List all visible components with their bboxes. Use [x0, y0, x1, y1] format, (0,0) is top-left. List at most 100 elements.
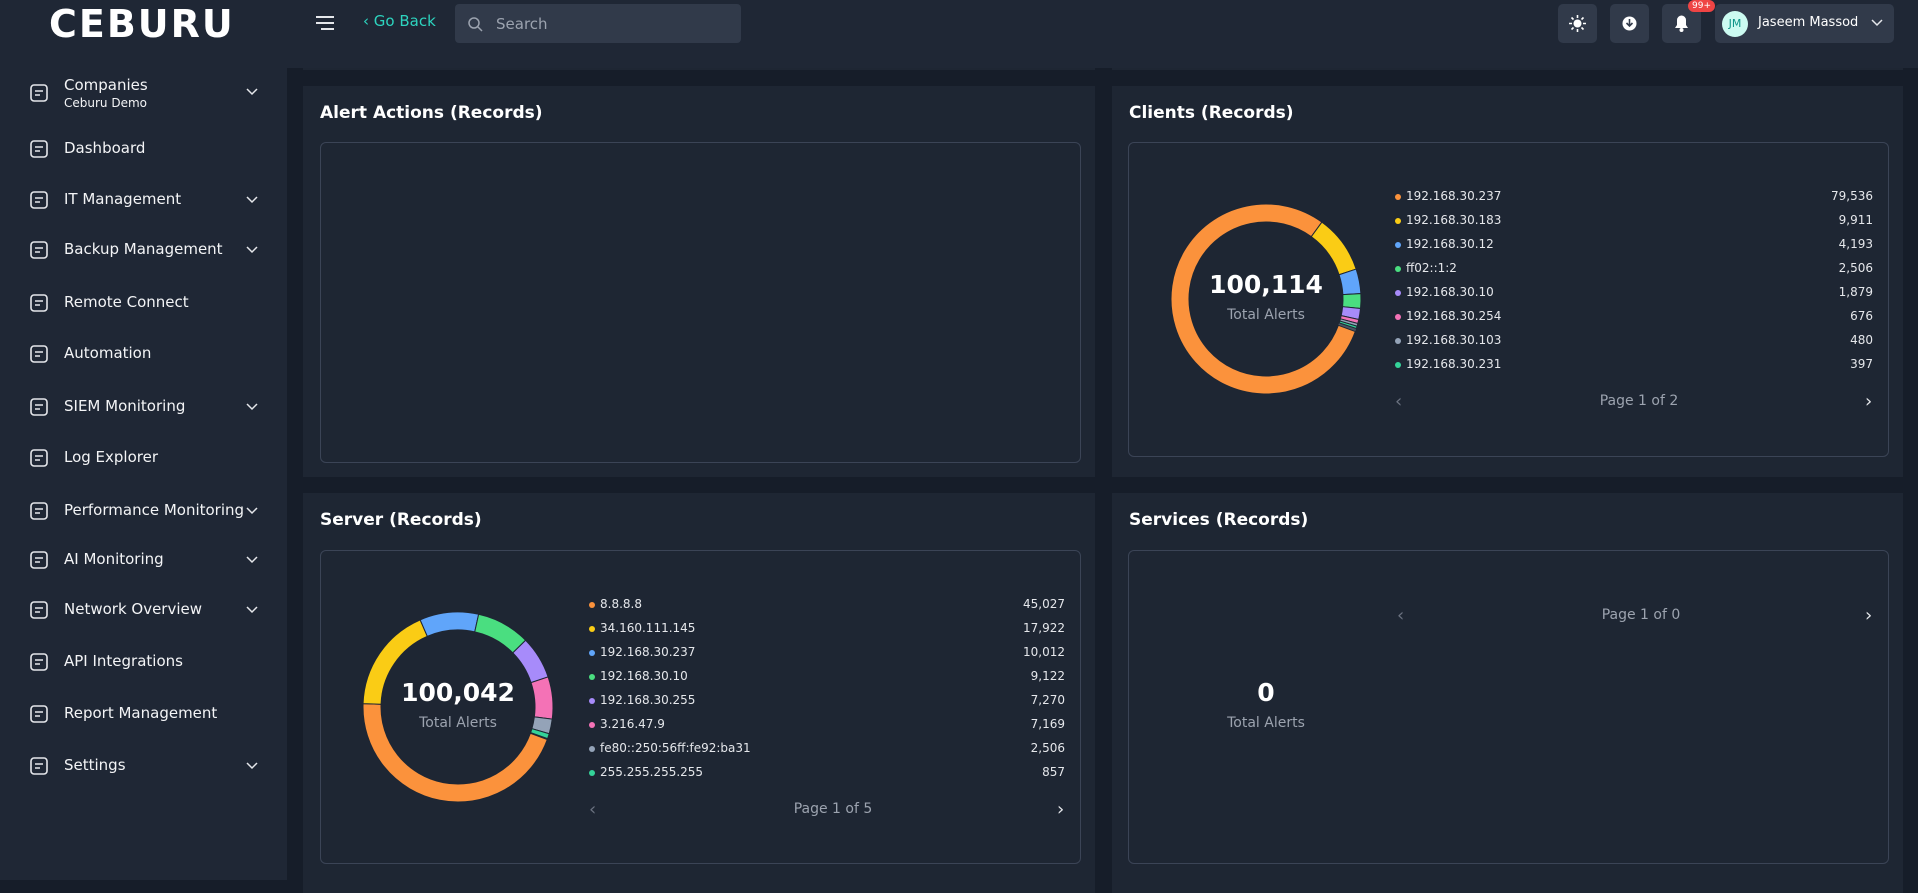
theme-toggle[interactable]	[1558, 4, 1597, 43]
nav-item[interactable]: Performance Monitoring	[0, 497, 287, 525]
legend-value: 9,911	[1838, 213, 1873, 227]
nav-icon	[30, 140, 48, 158]
legend-value: 2,506	[1030, 741, 1065, 755]
legend-dot	[589, 722, 595, 728]
pager-status: Page 1 of 0	[1601, 607, 1681, 623]
donut-segment	[1342, 293, 1362, 310]
nav-chevron	[246, 196, 258, 204]
nav-item[interactable]: IT Management	[0, 186, 287, 214]
donut-chart: 0 Total Alerts	[1226, 678, 1305, 731]
nav-label: Performance Monitoring	[64, 501, 245, 519]
panel-title: Clients (Records)	[1129, 103, 1294, 123]
nav-item[interactable]: API Integrations	[0, 648, 287, 676]
nav-item[interactable]: Network Overview	[0, 596, 287, 624]
legend-value: 7,270	[1030, 693, 1065, 707]
legend-label: 34.160.111.145	[600, 621, 696, 635]
total-caption: Total Alerts	[1226, 715, 1305, 731]
panel-edge	[303, 68, 1095, 70]
legend-dot	[589, 698, 595, 704]
total-value: 100,114	[1209, 270, 1323, 299]
legend-value: 10,012	[1023, 645, 1065, 659]
pager-prev[interactable]: ‹	[589, 799, 597, 820]
legend-value: 45,027	[1023, 597, 1065, 611]
nav-icon	[30, 551, 48, 569]
pager-next[interactable]: ›	[1865, 605, 1873, 626]
legend-value: 676	[1850, 309, 1873, 323]
nav-icon	[30, 653, 48, 671]
nav-label: Report Management	[64, 704, 218, 722]
nav-icon	[30, 84, 48, 102]
legend-dot	[1395, 266, 1401, 272]
nav-chevron	[246, 403, 258, 411]
top-bar: CEBURU ‹ Go Back Search 99+ JM Jaseem Ma…	[0, 0, 1918, 68]
legend-dot	[1395, 218, 1401, 224]
total-value: 0	[1257, 678, 1274, 707]
nav-item[interactable]: Settings	[0, 752, 287, 780]
nav-item[interactable]: Automation	[0, 340, 287, 368]
legend-dot	[1395, 290, 1401, 296]
nav-label: API Integrations	[64, 652, 183, 670]
donut-segment	[529, 728, 550, 740]
nav-item[interactable]: Companies Ceburu Demo	[0, 72, 287, 116]
nav-item[interactable]: Backup Management	[0, 236, 287, 264]
user-avatar: JM	[1722, 11, 1748, 37]
nav-chevron	[246, 762, 258, 770]
nav-label: Remote Connect	[64, 293, 189, 311]
nav-chevron	[246, 606, 258, 614]
nav-item[interactable]: Report Management	[0, 700, 287, 728]
menu-toggle[interactable]	[314, 12, 336, 34]
nav-label: Log Explorer	[64, 448, 159, 466]
pager-next[interactable]: ›	[1865, 391, 1873, 412]
nav-icon	[30, 345, 48, 363]
legend-value: 2,506	[1838, 261, 1873, 275]
nav-item[interactable]: SIEM Monitoring	[0, 393, 287, 421]
user-menu[interactable]: JM Jaseem Massod	[1715, 4, 1894, 43]
go-back-label[interactable]: Go Back	[373, 12, 436, 30]
go-back[interactable]: ‹ Go Back	[363, 12, 436, 30]
panel-body: 100,042 Total Alerts 8.8.8.8 45,027 34.160.1…	[320, 550, 1081, 864]
pager-status: Page 1 of 2	[1599, 393, 1679, 409]
download-button[interactable]	[1610, 4, 1649, 43]
legend-label: 192.168.30.255	[600, 693, 696, 707]
search-placeholder: Search	[496, 15, 548, 33]
legend-label: 192.168.30.231	[1406, 357, 1502, 371]
nav-sublabel: Ceburu Demo	[64, 96, 147, 110]
pager-next[interactable]: ›	[1057, 799, 1065, 820]
legend-dot	[1395, 242, 1401, 248]
pager-prev[interactable]: ‹	[1397, 605, 1405, 626]
nav-item[interactable]: Remote Connect	[0, 289, 287, 317]
nav-icon	[30, 191, 48, 209]
chevron	[1871, 19, 1883, 27]
logo[interactable]: CEBURU	[49, 2, 235, 46]
nav-icon	[30, 294, 48, 312]
nav-chevron	[246, 246, 258, 254]
search-box[interactable]: Search	[455, 4, 741, 43]
legend-value: 397	[1850, 357, 1873, 371]
nav-label: IT Management	[64, 190, 182, 208]
pager-prev[interactable]: ‹	[1395, 391, 1403, 412]
donut-chart: 100,114 Total Alerts	[1170, 203, 1362, 395]
legend-value: 17,922	[1023, 621, 1065, 635]
sun-icon	[1569, 15, 1586, 32]
legend-label: fe80::250:56ff:fe92:ba31	[600, 741, 751, 755]
legend-dot	[1395, 314, 1401, 320]
legend-label: 192.168.30.103	[1406, 333, 1502, 347]
nav-label: Dashboard	[64, 139, 146, 157]
search-icon	[468, 17, 483, 32]
panel: Clients (Records) 100,114 Total Alerts 192.…	[1112, 86, 1903, 477]
nav-item[interactable]: AI Monitoring	[0, 546, 287, 574]
legend-label: 192.168.30.12	[1406, 237, 1494, 251]
nav-icon	[30, 757, 48, 775]
nav-item[interactable]: Log Explorer	[0, 444, 287, 472]
nav-item[interactable]: Dashboard	[0, 135, 287, 163]
notification-badge: 99+	[1688, 0, 1715, 12]
legend-dot	[589, 770, 595, 776]
bell-icon	[1675, 15, 1688, 32]
total-caption: Total Alerts	[418, 715, 497, 731]
legend-value: 1,879	[1838, 285, 1873, 299]
nav-icon	[30, 449, 48, 467]
legend-label: 255.255.255.255	[600, 765, 704, 779]
nav-icon	[30, 241, 48, 259]
panel-body: 0 Total Alerts ‹ Page 1 of 0 ›	[1128, 550, 1889, 864]
